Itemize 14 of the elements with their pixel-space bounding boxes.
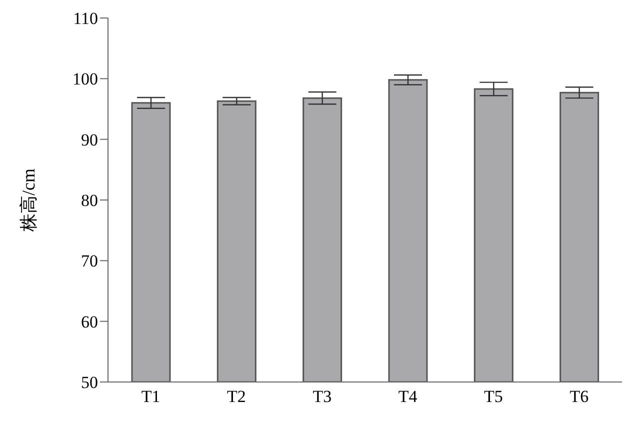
y-tick-label: 110 bbox=[73, 9, 98, 28]
y-tick-label: 100 bbox=[72, 70, 98, 89]
x-tick-label: T5 bbox=[484, 387, 503, 406]
y-tick-label: 90 bbox=[81, 130, 98, 150]
y-tick-label: 80 bbox=[81, 191, 98, 210]
y-axis-title: 株高/cm bbox=[18, 168, 38, 232]
x-tick-label: T1 bbox=[141, 387, 160, 406]
x-tick-label: T2 bbox=[227, 387, 246, 406]
x-tick-label: T3 bbox=[312, 387, 332, 406]
x-tick-label: T6 bbox=[570, 387, 589, 406]
x-tick-label: T4 bbox=[398, 387, 418, 406]
y-tick-label: 70 bbox=[81, 252, 98, 271]
y-tick-label: 60 bbox=[81, 312, 98, 332]
y-tick-label: 50 bbox=[81, 373, 98, 392]
